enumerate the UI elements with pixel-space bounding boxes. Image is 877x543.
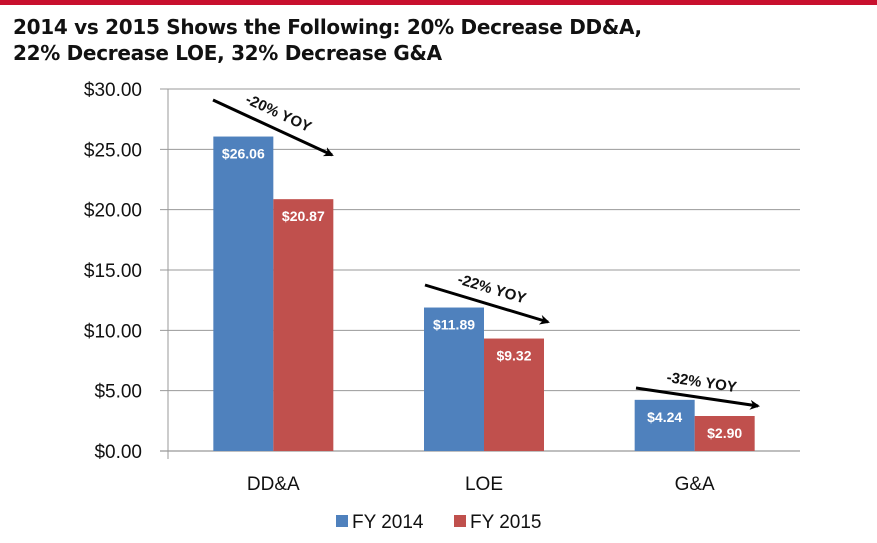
legend-swatch [454, 515, 466, 527]
chart-title: 2014 vs 2015 Shows the Following: 20% De… [13, 14, 773, 66]
data-label: $4.24 [647, 409, 682, 425]
yoy-arrow [635, 386, 760, 410]
y-tick-label: $0.00 [94, 442, 142, 463]
y-tick-label: $30.00 [84, 80, 142, 101]
bar-fy-2015 [273, 199, 334, 451]
top-accent-bar [0, 0, 877, 5]
bar-fy-2014 [634, 399, 695, 451]
bar-fy-2014 [424, 307, 484, 451]
yoy-arrow [212, 98, 334, 157]
yoy-annotation: -32% YOY [665, 369, 737, 396]
x-category-label: LOE [465, 474, 503, 495]
legend-label: FY 2015 [470, 512, 541, 533]
legend-label: FY 2014 [352, 512, 424, 533]
x-category-label: DD&A [247, 474, 300, 495]
title-line-1: 2014 vs 2015 Shows the Following: 20% De… [13, 15, 642, 39]
y-tick-label: $25.00 [84, 140, 142, 161]
yoy-annotation: -22% YOY [456, 271, 528, 308]
data-label: $11.89 [433, 317, 475, 333]
y-tick-label: $5.00 [94, 382, 142, 403]
title-line-2: 22% Decrease LOE, 32% Decrease G&A [13, 41, 442, 65]
legend-swatch [336, 515, 348, 527]
data-label: $9.32 [496, 348, 531, 364]
bar-fy-2015 [694, 416, 755, 451]
y-tick-label: $20.00 [84, 201, 142, 222]
y-tick-label: $10.00 [84, 321, 142, 342]
y-tick-label: $15.00 [84, 261, 142, 282]
x-category-label: G&A [675, 474, 715, 495]
data-label: $26.06 [222, 146, 265, 162]
yoy-arrow [424, 283, 550, 325]
data-label: $20.87 [282, 208, 325, 224]
data-label: $2.90 [707, 425, 742, 441]
bar-fy-2015 [484, 338, 544, 451]
bar-fy-2014 [213, 136, 274, 451]
